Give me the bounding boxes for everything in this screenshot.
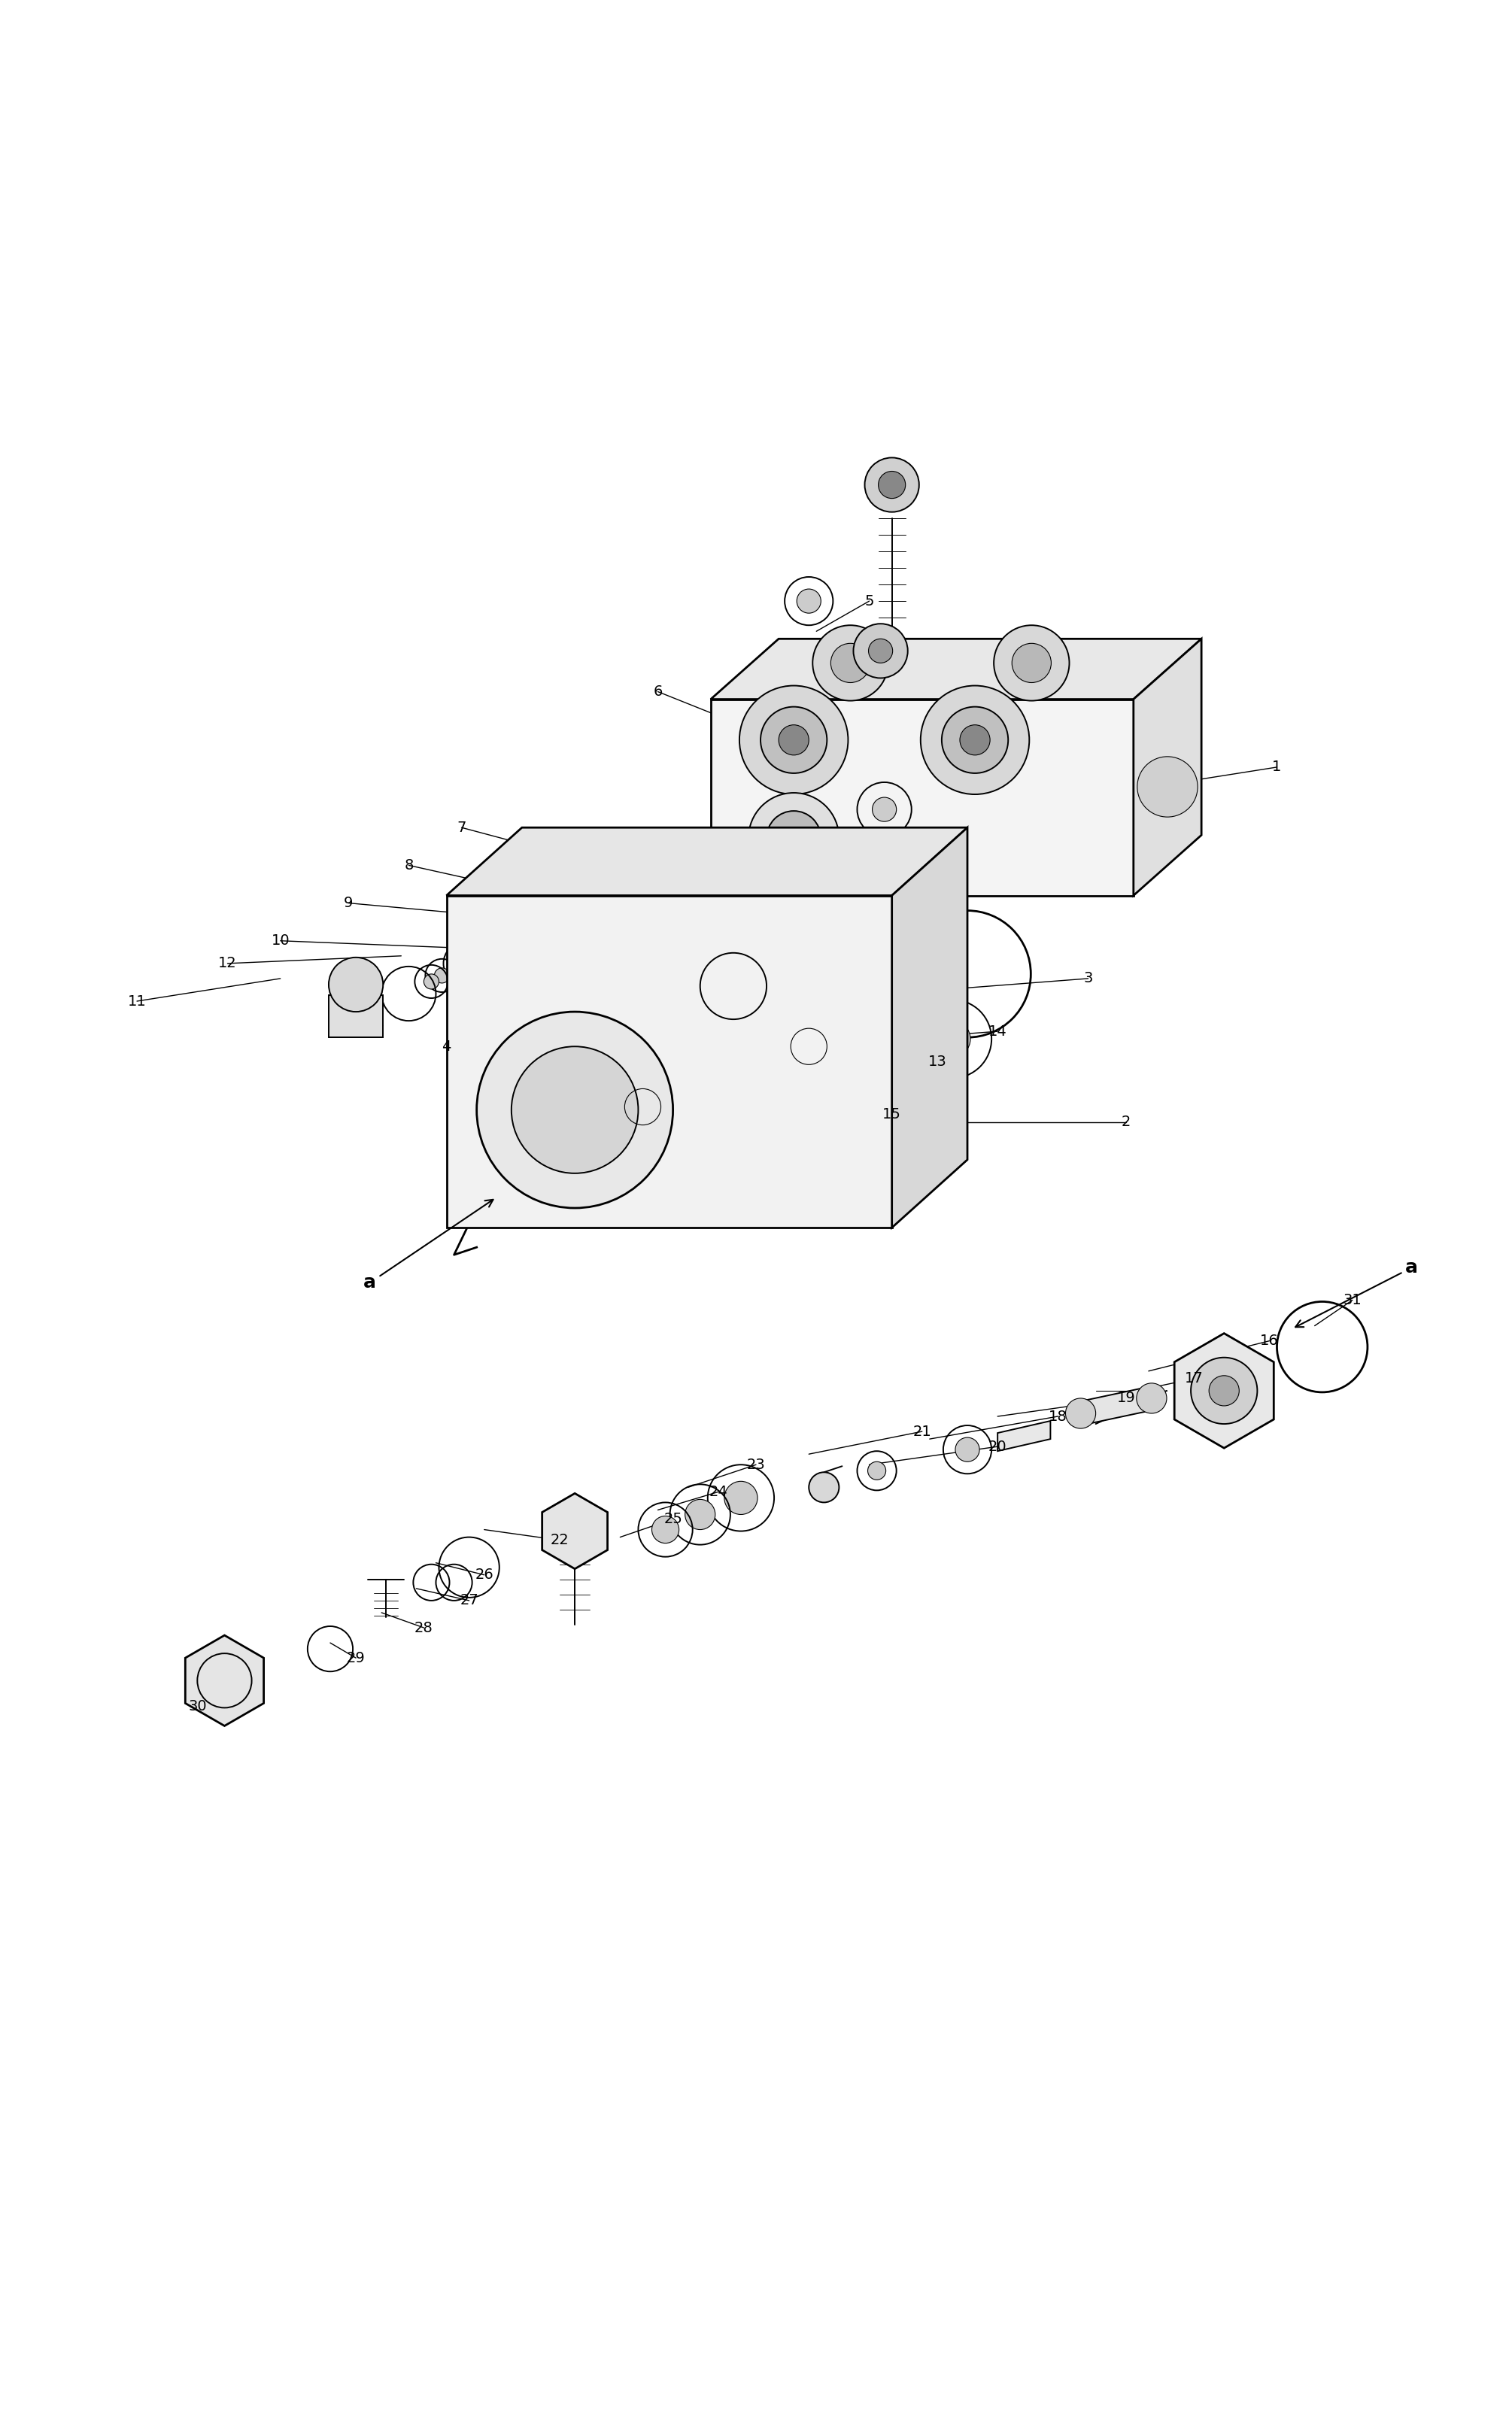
Circle shape <box>748 793 839 884</box>
Circle shape <box>761 706 827 774</box>
Circle shape <box>853 624 907 677</box>
Circle shape <box>809 1473 839 1501</box>
Circle shape <box>1137 1383 1167 1412</box>
Circle shape <box>934 1022 971 1058</box>
Circle shape <box>812 624 888 701</box>
Circle shape <box>1012 643 1051 682</box>
Text: 22: 22 <box>550 1533 569 1547</box>
Text: 17: 17 <box>1184 1371 1204 1386</box>
Text: 4: 4 <box>442 1039 451 1053</box>
Text: 28: 28 <box>414 1620 432 1634</box>
Text: 27: 27 <box>460 1593 478 1607</box>
Text: 10: 10 <box>271 933 290 947</box>
Polygon shape <box>467 930 507 976</box>
Text: 14: 14 <box>989 1024 1007 1039</box>
Text: 23: 23 <box>747 1458 765 1473</box>
Circle shape <box>993 624 1069 701</box>
Circle shape <box>328 957 383 1012</box>
Polygon shape <box>1081 1386 1152 1424</box>
Circle shape <box>956 1436 980 1463</box>
Polygon shape <box>998 1422 1051 1451</box>
Text: 25: 25 <box>664 1511 682 1526</box>
Circle shape <box>1137 757 1198 817</box>
Circle shape <box>1191 1357 1258 1424</box>
Text: 26: 26 <box>475 1569 493 1581</box>
Circle shape <box>878 472 906 499</box>
Polygon shape <box>186 1636 263 1726</box>
Polygon shape <box>711 639 1202 699</box>
Circle shape <box>767 810 821 865</box>
Polygon shape <box>892 827 968 1227</box>
Text: 31: 31 <box>1343 1294 1362 1306</box>
Text: 9: 9 <box>343 897 352 911</box>
Circle shape <box>868 1463 886 1480</box>
Polygon shape <box>877 1162 907 1183</box>
Text: 1: 1 <box>1272 759 1282 774</box>
Circle shape <box>1210 1376 1240 1405</box>
Text: 8: 8 <box>404 858 413 872</box>
Text: 6: 6 <box>653 684 662 699</box>
Text: 30: 30 <box>187 1699 207 1714</box>
Bar <box>328 995 383 1036</box>
Circle shape <box>476 1012 673 1207</box>
Polygon shape <box>1134 639 1202 897</box>
Text: 18: 18 <box>1049 1410 1067 1424</box>
Text: 20: 20 <box>989 1439 1007 1453</box>
Circle shape <box>880 1178 904 1203</box>
Polygon shape <box>446 897 892 1227</box>
Circle shape <box>739 684 848 795</box>
Circle shape <box>724 1482 758 1513</box>
Text: 24: 24 <box>709 1485 727 1499</box>
Circle shape <box>865 458 919 511</box>
Bar <box>872 1070 912 1118</box>
Text: 5: 5 <box>865 593 874 607</box>
Text: 11: 11 <box>127 993 147 1007</box>
Polygon shape <box>1175 1333 1273 1448</box>
Circle shape <box>872 1077 912 1116</box>
Circle shape <box>511 1046 638 1174</box>
Circle shape <box>797 588 821 612</box>
Text: a: a <box>1296 1258 1418 1328</box>
Circle shape <box>423 974 438 988</box>
Text: a: a <box>363 1200 493 1292</box>
Circle shape <box>434 969 449 983</box>
Text: 2: 2 <box>1122 1116 1131 1130</box>
Polygon shape <box>543 1494 608 1569</box>
Text: 21: 21 <box>913 1424 931 1439</box>
Circle shape <box>685 1499 715 1530</box>
Text: 29: 29 <box>346 1651 366 1665</box>
Circle shape <box>868 639 892 663</box>
Bar <box>880 1121 904 1162</box>
Polygon shape <box>446 827 968 897</box>
Text: 12: 12 <box>218 957 237 971</box>
Text: 16: 16 <box>1259 1333 1279 1347</box>
Text: 3: 3 <box>1084 971 1093 986</box>
Circle shape <box>942 706 1009 774</box>
Text: 19: 19 <box>1117 1391 1136 1405</box>
Text: 15: 15 <box>883 1106 901 1121</box>
Text: 7: 7 <box>457 819 466 834</box>
Circle shape <box>1066 1398 1096 1429</box>
Polygon shape <box>711 699 1134 897</box>
Circle shape <box>921 684 1030 795</box>
Text: 13: 13 <box>928 1056 947 1068</box>
Circle shape <box>830 643 869 682</box>
Circle shape <box>960 725 990 754</box>
Circle shape <box>652 1516 679 1542</box>
Circle shape <box>779 725 809 754</box>
Circle shape <box>872 798 897 822</box>
